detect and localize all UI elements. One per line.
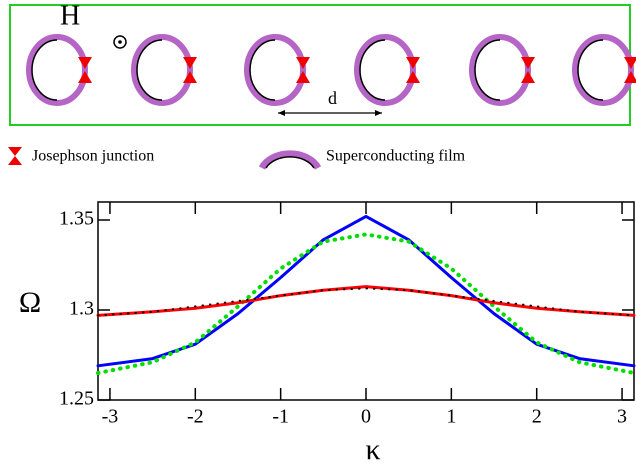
x-tick-label: 1: [446, 406, 456, 428]
y-tick-label: 1.25: [59, 388, 94, 410]
ring: [354, 34, 416, 106]
ring: [244, 34, 306, 106]
series-line: [96, 232, 636, 375]
x-tick-label: -1: [272, 406, 289, 428]
field-symbol: [113, 35, 127, 49]
plot-frame: [97, 201, 635, 401]
x-tick-label: 3: [617, 406, 627, 428]
field-label: H: [60, 0, 80, 31]
ring-inner: [249, 39, 276, 101]
ring-inner: [31, 39, 58, 101]
y-tick-label: 1.35: [59, 208, 94, 230]
legend-film: Superconducting film: [326, 148, 466, 165]
series-line: [96, 285, 636, 317]
legend-junction-icon: [8, 147, 22, 165]
ring: [26, 34, 88, 106]
legend-film-icon: [258, 150, 322, 170]
junction: [78, 57, 92, 83]
array-frame: [9, 4, 631, 126]
legend-film-icon-inner: [265, 156, 315, 169]
junction: [624, 57, 636, 83]
x-tick-label: -3: [102, 406, 119, 428]
x-tick-label: 2: [532, 406, 542, 428]
junction: [521, 57, 535, 83]
ring: [572, 34, 634, 106]
series-line: [96, 214, 636, 368]
y-axis-label: Ω: [19, 286, 41, 319]
ring-inner: [577, 39, 604, 101]
junction: [183, 57, 197, 83]
spacing-label: d: [328, 88, 337, 108]
ring-inner: [474, 39, 501, 101]
x-tick-label: -2: [187, 406, 204, 428]
ring: [131, 34, 193, 106]
field-symbol-dot: [118, 40, 122, 44]
ring-inner: [136, 39, 163, 101]
ring: [469, 34, 531, 106]
x-tick-label: 0: [361, 406, 371, 428]
x-axis-label: κ: [365, 433, 380, 466]
legend-junction: Josephson junction: [32, 148, 154, 165]
series-line: [97, 287, 635, 317]
junction: [296, 57, 310, 83]
y-tick-label: 1.3: [69, 298, 94, 320]
junction: [406, 57, 420, 83]
ring-inner: [359, 39, 386, 101]
